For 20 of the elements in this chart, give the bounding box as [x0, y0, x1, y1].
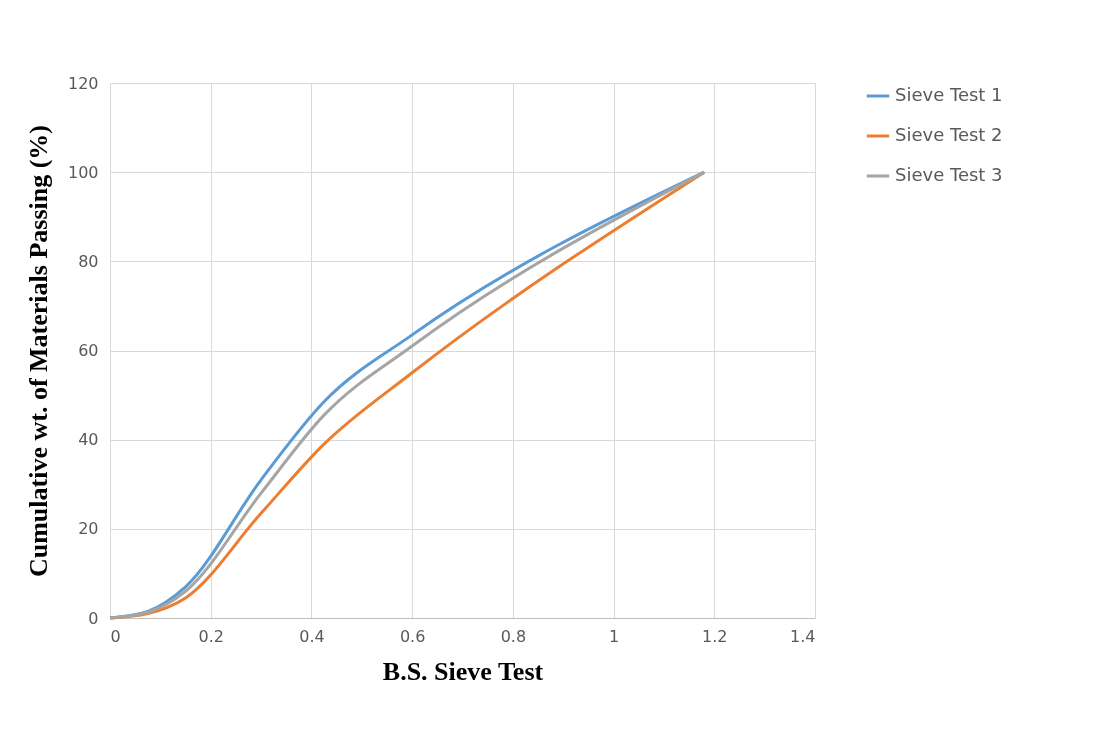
x-tick-label: 0 — [110, 626, 121, 646]
y-tick-label: 80 — [78, 251, 99, 271]
y-tick-label: 0 — [88, 608, 99, 628]
x-tick-label: 1.4 — [790, 626, 816, 646]
y-tick-label: 120 — [67, 73, 99, 93]
y-tick-label: 60 — [78, 341, 99, 360]
y-axis-title: Cumulative wt. of Materials Passing (%) — [23, 124, 53, 578]
x-tick-label: 0.2 — [198, 626, 224, 646]
y-tick-label: 100 — [67, 162, 99, 182]
x-tick-label: 0.6 — [399, 626, 426, 646]
y-tick-label: 40 — [78, 430, 99, 450]
x-tick-label: 0.8 — [500, 626, 527, 646]
x-axis-title: B.S. Sieve Test — [382, 656, 544, 686]
legend-label: Sieve Test 3 — [895, 164, 1003, 185]
x-tick-label: 1 — [608, 626, 620, 646]
legend-label: Sieve Test 1 — [895, 84, 1003, 105]
y-tick-label: 20 — [78, 519, 99, 539]
x-tick-label: 1.2 — [702, 626, 728, 646]
x-tick-label: 0.4 — [299, 626, 325, 646]
legend-label: Sieve Test 2 — [895, 124, 1003, 145]
